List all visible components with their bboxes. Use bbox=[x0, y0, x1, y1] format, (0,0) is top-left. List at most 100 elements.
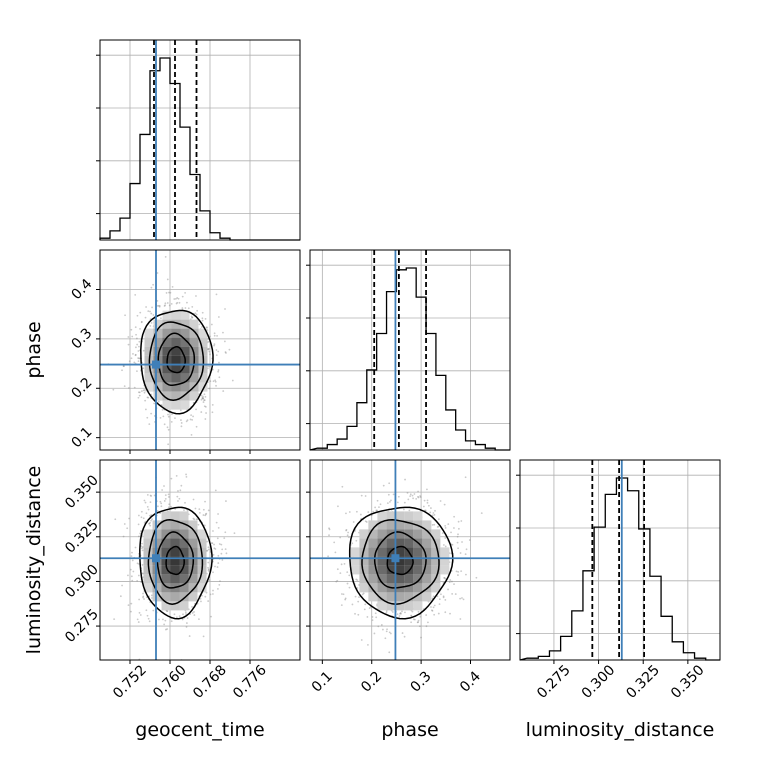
sample-point bbox=[344, 598, 347, 601]
sample-point bbox=[143, 499, 146, 502]
density-cell bbox=[171, 346, 181, 356]
sample-point bbox=[345, 512, 347, 515]
density-cell bbox=[180, 373, 190, 383]
sample-point bbox=[208, 570, 210, 573]
sample-point bbox=[134, 326, 137, 329]
density-cell bbox=[395, 565, 405, 575]
density-cell bbox=[377, 547, 387, 557]
density-cell bbox=[143, 583, 153, 593]
sample-point bbox=[142, 595, 145, 598]
sample-point bbox=[215, 349, 218, 351]
density-cell bbox=[359, 556, 369, 566]
density-cell bbox=[179, 547, 189, 557]
sample-point bbox=[177, 500, 179, 502]
sample-point bbox=[192, 498, 195, 501]
sample-point bbox=[217, 588, 219, 590]
sample-point bbox=[203, 399, 206, 402]
sample-point bbox=[381, 628, 384, 631]
sample-point bbox=[344, 597, 347, 600]
density-cell bbox=[359, 538, 369, 548]
density-cell bbox=[404, 592, 414, 602]
density-cell bbox=[180, 319, 190, 329]
density-cell bbox=[143, 529, 153, 539]
density-cell bbox=[386, 592, 396, 602]
sample-point bbox=[138, 340, 141, 343]
contour-line bbox=[157, 332, 196, 386]
sample-point bbox=[225, 552, 228, 555]
sample-point bbox=[139, 311, 142, 314]
sample-point bbox=[348, 586, 351, 589]
density-cell bbox=[162, 391, 172, 401]
sample-point bbox=[447, 588, 449, 591]
density-cell bbox=[188, 565, 198, 575]
sample-point bbox=[425, 625, 428, 628]
density-cell bbox=[170, 556, 180, 566]
sample-point bbox=[426, 488, 428, 491]
sample-point bbox=[442, 596, 445, 599]
density-cell bbox=[440, 565, 450, 575]
density-cell bbox=[189, 373, 199, 383]
sample-point bbox=[221, 548, 224, 551]
density-cell bbox=[180, 364, 190, 374]
truth-marker bbox=[152, 554, 160, 563]
sample-point bbox=[144, 501, 147, 504]
sample-point bbox=[417, 490, 419, 493]
sample-point bbox=[183, 509, 185, 511]
sample-point bbox=[174, 297, 177, 300]
sample-point bbox=[214, 565, 216, 568]
sample-point bbox=[377, 625, 380, 628]
density-cell bbox=[162, 310, 172, 320]
sample-point bbox=[208, 350, 211, 353]
sample-point bbox=[443, 577, 446, 579]
density-cell bbox=[152, 592, 162, 602]
sample-point bbox=[194, 312, 197, 315]
sample-point bbox=[207, 509, 210, 512]
sample-point bbox=[201, 397, 204, 400]
sample-point bbox=[160, 505, 163, 508]
sample-point bbox=[364, 520, 367, 523]
sample-point bbox=[423, 499, 426, 502]
sample-point bbox=[328, 527, 330, 530]
sample-point bbox=[138, 345, 140, 348]
sample-point bbox=[148, 620, 151, 623]
hist-geocent_time-frame bbox=[99, 39, 301, 241]
sample-point bbox=[225, 500, 227, 502]
sample-point bbox=[465, 548, 468, 551]
density-cell bbox=[170, 601, 180, 611]
sample-point bbox=[440, 593, 442, 596]
sample-point bbox=[390, 499, 392, 502]
sample-point bbox=[336, 568, 339, 571]
sample-point bbox=[457, 574, 459, 576]
sample-point bbox=[399, 612, 402, 614]
sample-point bbox=[217, 369, 220, 371]
sample-point bbox=[147, 310, 150, 313]
density-cell bbox=[170, 511, 180, 521]
sample-point bbox=[130, 555, 133, 558]
density-cell bbox=[170, 538, 180, 548]
density-cell bbox=[180, 391, 190, 401]
density-cell bbox=[162, 319, 172, 329]
y-axis-label-luminosity_distance: luminosity_distance bbox=[23, 466, 45, 655]
sample-point bbox=[127, 336, 130, 338]
sample-point bbox=[214, 379, 217, 382]
sample-point bbox=[399, 612, 401, 615]
sample-point bbox=[453, 515, 456, 518]
sample-point bbox=[137, 514, 140, 517]
sample-point bbox=[156, 505, 159, 508]
density-cell bbox=[179, 583, 189, 593]
sample-point bbox=[411, 610, 414, 613]
sample-point bbox=[404, 611, 406, 614]
sample-point bbox=[163, 623, 166, 626]
sample-point bbox=[209, 353, 211, 356]
sample-point bbox=[419, 495, 421, 497]
sample-point bbox=[216, 566, 219, 568]
density-cell bbox=[404, 583, 414, 593]
y-tick-label: 0.4 bbox=[68, 276, 95, 303]
sample-point bbox=[339, 536, 342, 539]
sample-point bbox=[205, 412, 207, 414]
x-tick-label: 0.768 bbox=[190, 662, 230, 702]
density-cell bbox=[171, 373, 181, 383]
sample-point bbox=[221, 559, 224, 561]
sample-point bbox=[171, 413, 173, 416]
